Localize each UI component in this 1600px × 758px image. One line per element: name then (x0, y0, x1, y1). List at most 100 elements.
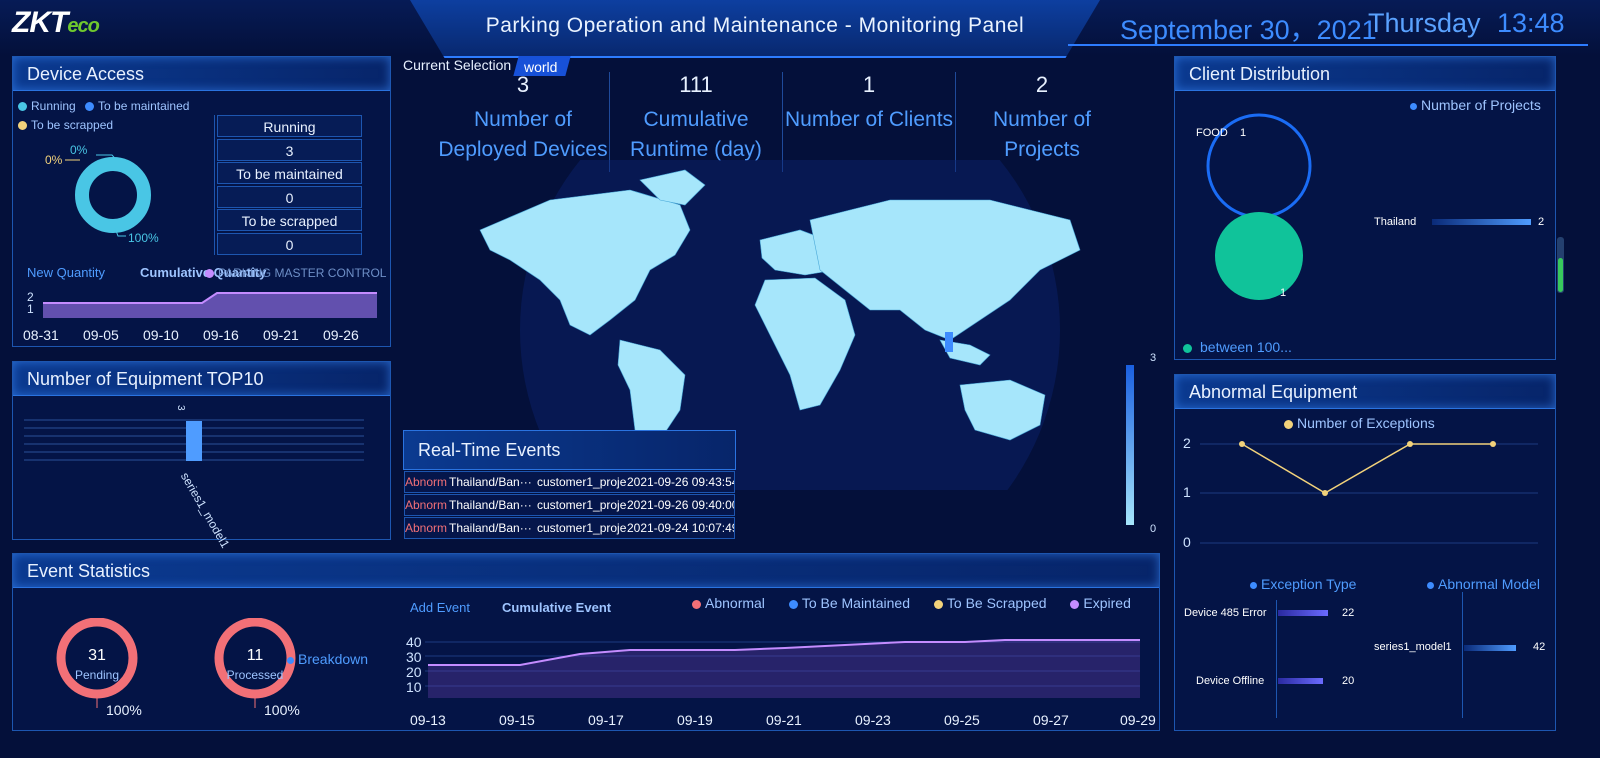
event-type: Abnorm (405, 475, 448, 489)
top10-panel: Number of Equipment TOP10 (12, 361, 391, 540)
status-table-scrapped-label: To be scrapped (217, 209, 362, 231)
abnormal-model-text: Abnormal Model (1438, 576, 1540, 592)
legend-scrapped: To be scrapped (31, 118, 114, 132)
client-bubble-chart[interactable] (1200, 100, 1330, 310)
exception-item-label: Device Offline (1196, 675, 1265, 687)
client-bottom-legend: between 100... (1183, 339, 1292, 355)
tab-cumulative-quantity[interactable]: Cumulative Quantity (140, 265, 267, 280)
status-table-maintained-value: 0 (217, 186, 362, 208)
processed-label: Processed (226, 668, 284, 682)
country-label: Thailand (1374, 216, 1417, 228)
device-access-legend-2: To be scrapped (18, 118, 113, 132)
exception-bar[interactable] (1278, 610, 1328, 616)
logo-main: ZKT (12, 6, 68, 39)
event-row[interactable]: Abnorm Thailand/Ban··· customer1_proje2021… (404, 471, 735, 493)
thailand-highlight (945, 332, 953, 352)
exception-item-label: Device 485 Error (1184, 607, 1267, 619)
pending-label: Pending (74, 668, 120, 682)
x-tick: 09-17 (588, 712, 624, 728)
exception-item-value: 20 (1342, 675, 1355, 687)
header-underline (1068, 44, 1588, 46)
y-tick: 1 (1183, 484, 1191, 500)
client-distribution-title: Client Distribution (1175, 57, 1555, 91)
legend-dot-projects (1410, 102, 1417, 110)
x-tick: 09-27 (1033, 712, 1069, 728)
event-type: Abnorm (405, 498, 448, 512)
event-project: customer1_proje (537, 521, 627, 535)
stat-clients-value: 1 (862, 72, 876, 97)
header-time: 13:48 (1497, 8, 1565, 38)
donut-pct-top: 0% (70, 143, 88, 157)
top10-chart[interactable] (24, 410, 364, 470)
top10-title: Number of Equipment TOP10 (13, 362, 390, 396)
real-time-events-title: Real-Time Events (403, 430, 736, 470)
device-access-legend: Running To be maintained (18, 99, 189, 113)
food-value: 1 (1240, 127, 1247, 139)
world-map[interactable] (470, 160, 1110, 490)
client-legend: Number of Projects (1410, 97, 1541, 113)
map-color-scale[interactable] (1126, 365, 1134, 525)
legend-dot-abnormal (692, 599, 701, 609)
abnormal-equipment-panel: Abnormal Equipment (1174, 374, 1556, 731)
zkteco-logo: ZKTeco (12, 6, 100, 40)
x-tick: 08-31 (23, 327, 59, 343)
divider (1276, 600, 1277, 718)
legend-dot-range (1183, 343, 1192, 353)
legend-dot-running (18, 102, 27, 112)
pending-value: 31 (88, 647, 106, 664)
abnormal-legend: Number of Exceptions (1284, 415, 1435, 431)
x-tick: 09-19 (677, 712, 713, 728)
pending-pct: 100% (106, 702, 142, 718)
map-scale-min: 0 (1150, 523, 1157, 535)
australia (959, 379, 1046, 441)
model-bar[interactable] (1464, 645, 1516, 651)
device-quantity-chart[interactable] (40, 290, 380, 320)
africa (754, 277, 856, 411)
divider (1462, 592, 1463, 718)
event-line-chart[interactable] (425, 628, 1145, 700)
abnormal-line-chart[interactable] (1200, 438, 1540, 548)
device-donut-chart[interactable] (40, 140, 180, 250)
legend-maintained: To Be Maintained (801, 595, 910, 611)
greenland (639, 169, 706, 206)
x-tick: 09-29 (1120, 712, 1156, 728)
exception-type-header: Exception Type (1250, 576, 1356, 592)
event-row[interactable]: Abnorm Thailand/Ban··· customer1_proje2021… (404, 494, 735, 516)
legend-dot-scrapped (933, 599, 943, 609)
breakdown-text: Breakdown (298, 651, 369, 667)
status-table-running-value: 3 (217, 139, 362, 161)
legend-dot-exceptions (1284, 419, 1293, 429)
legend-dot-series (205, 269, 214, 279)
client-bottom-legend-text: between 100... (1200, 339, 1292, 355)
abnormal-legend-text: Number of Exceptions (1297, 415, 1435, 431)
country-bar[interactable] (1432, 219, 1531, 225)
processed-pct: 100% (264, 702, 300, 718)
asia (809, 199, 1081, 341)
event-location: Thailand/Ban··· (449, 521, 532, 535)
event-project: customer1_proje (537, 498, 627, 512)
x-tick: 09-21 (766, 712, 802, 728)
model-value: 42 (1533, 641, 1546, 653)
north-america (479, 189, 691, 336)
y-tick-1: 1 (27, 302, 34, 316)
donut-pct-left: 0% (45, 153, 63, 167)
x-tick: 09-16 (203, 327, 239, 343)
scrollbar-thumb[interactable] (1558, 258, 1563, 292)
exception-bar[interactable] (1278, 678, 1323, 684)
legend-running: Running (31, 99, 76, 113)
client-legend-text: Number of Projects (1421, 97, 1541, 113)
tab-cumulative-event[interactable]: Cumulative Event (502, 600, 612, 615)
tab-add-event[interactable]: Add Event (410, 600, 470, 615)
divider (955, 72, 956, 172)
header-date: September 30，2021 (1120, 15, 1377, 45)
tab-new-quantity[interactable]: New Quantity (27, 265, 106, 280)
processed-value: 11 (246, 647, 264, 664)
stat-projects-value: 2 (1035, 72, 1049, 97)
y-tick: 10 (406, 679, 422, 695)
event-time: 2021-09-24 10:07:49 (627, 521, 735, 535)
header-weekday: Thursday (1368, 8, 1481, 38)
event-row[interactable]: Abnorm Thailand/Ban··· customer1_proje2021… (404, 517, 735, 539)
legend-dot-exception-type (1250, 581, 1257, 589)
divider (782, 72, 783, 172)
bubble-value: 1 (1280, 287, 1287, 299)
